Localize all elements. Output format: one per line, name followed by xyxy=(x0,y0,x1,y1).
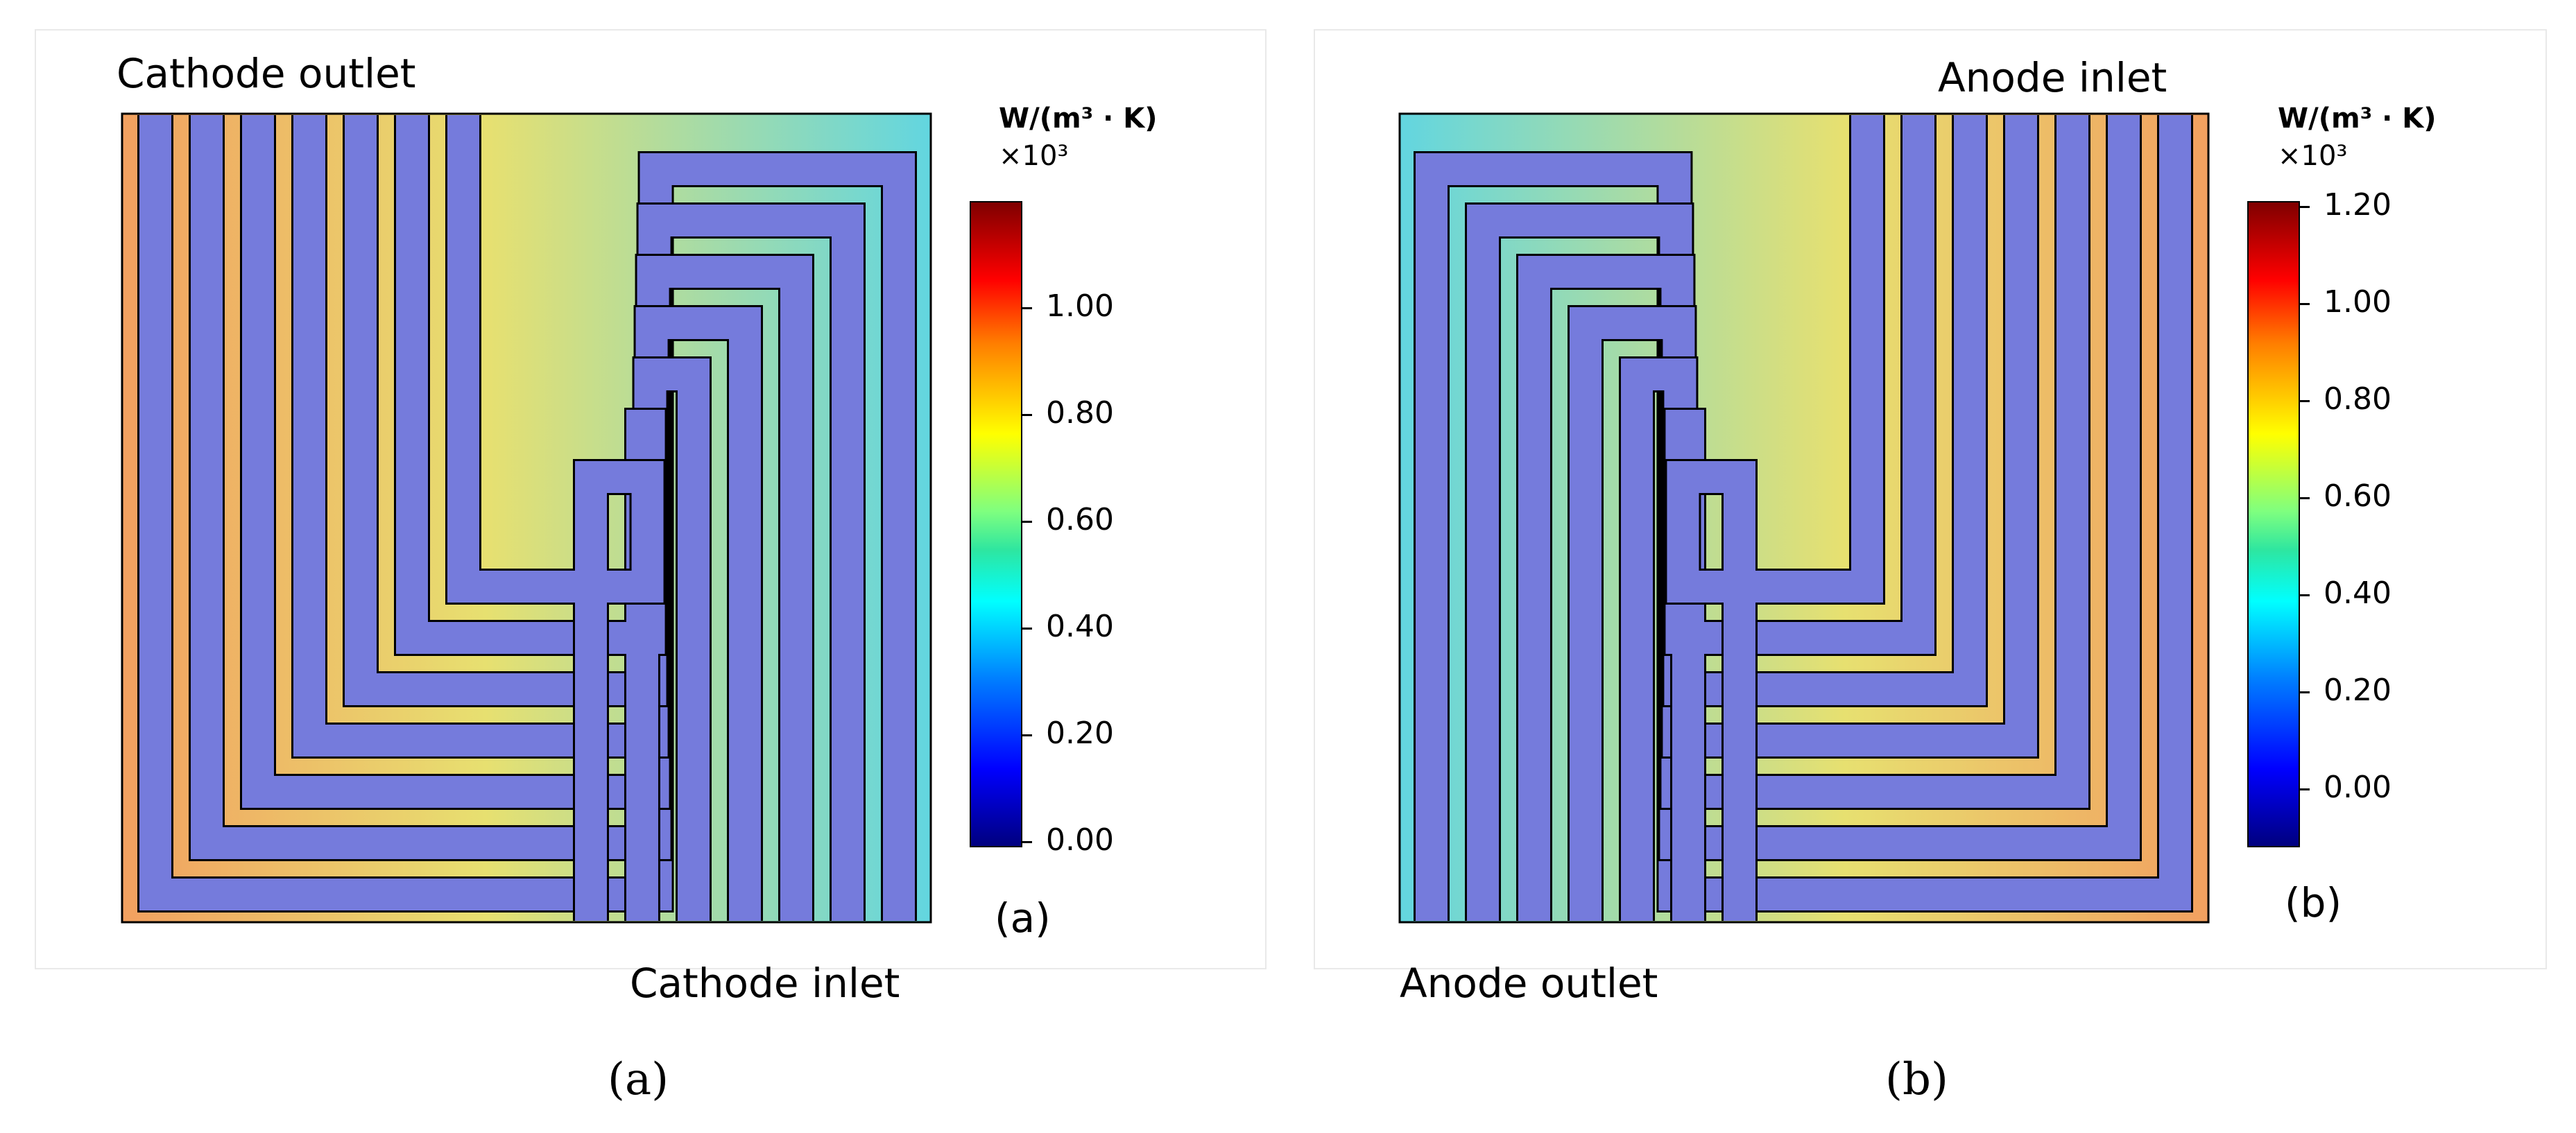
colorbar-tick-label-a: 0.40 xyxy=(1046,609,1114,644)
colorbar-tick-label-b: 0.20 xyxy=(2324,673,2392,708)
colorbar-tick-label-a: 0.80 xyxy=(1046,395,1114,431)
anode-inlet-label: Anode inlet xyxy=(1938,54,2167,101)
colorbar-tick-label-a: 0.20 xyxy=(1046,716,1114,751)
panel-a-inner-label: (a) xyxy=(995,894,1051,942)
colorbar-tick-label-b: 1.00 xyxy=(2324,284,2392,320)
colorbar-tick-a xyxy=(1022,414,1032,416)
colorbar-tick-label-a: 0.60 xyxy=(1046,502,1114,537)
caption-a: (a) xyxy=(608,1054,669,1105)
caption-b: (b) xyxy=(1885,1054,1948,1105)
panel-a: Cathode outlet Cathode inlet W/(m³ · K) … xyxy=(0,0,1276,1007)
colorbar-multiplier-a: ×10³ xyxy=(999,140,1069,172)
colorbar-tick-label-b: 0.40 xyxy=(2324,576,2392,611)
colorbar-unit-a: W/(m³ · K) xyxy=(999,103,1158,135)
colorbar-tick-b xyxy=(2300,206,2310,208)
colorbar-a xyxy=(970,201,1022,847)
colorbar-tick-b xyxy=(2300,594,2310,596)
panel-a-frame xyxy=(35,29,1266,969)
flow-field-map-b xyxy=(1398,112,2210,924)
colorbar-tick-label-a: 0.00 xyxy=(1046,822,1114,858)
cathode-inlet-label: Cathode inlet xyxy=(630,960,900,1007)
colorbar-tick-a xyxy=(1022,307,1032,309)
colorbar-b xyxy=(2247,201,2300,847)
colorbar-tick-a xyxy=(1022,841,1032,843)
colorbar-unit-b: W/(m³ · K) xyxy=(2278,103,2437,135)
panel-b: Anode inlet Anode outlet W/(m³ · K) ×10³… xyxy=(1300,0,2576,1007)
colorbar-tick-b xyxy=(2300,691,2310,693)
colorbar-tick-label-b: 0.60 xyxy=(2324,478,2392,514)
colorbar-tick-label-b: 0.80 xyxy=(2324,381,2392,417)
colorbar-tick-b xyxy=(2300,497,2310,499)
colorbar-tick-a xyxy=(1022,734,1032,736)
colorbar-tick-b xyxy=(2300,788,2310,790)
cathode-outlet-label: Cathode outlet xyxy=(117,50,416,97)
flow-channel xyxy=(1667,115,1883,921)
colorbar-tick-a xyxy=(1022,628,1032,630)
flow-channel xyxy=(447,115,664,921)
colorbar-multiplier-b: ×10³ xyxy=(2278,140,2348,172)
colorbar-tick-label-b: 0.00 xyxy=(2324,770,2392,805)
colorbar-tick-b xyxy=(2300,400,2310,402)
panel-b-frame xyxy=(1314,29,2547,969)
panel-b-inner-label: (b) xyxy=(2285,879,2342,926)
colorbar-tick-b xyxy=(2300,303,2310,305)
colorbar-tick-a xyxy=(1022,521,1032,523)
anode-outlet-label: Anode outlet xyxy=(1400,960,1658,1007)
flow-field-map-a xyxy=(121,112,932,924)
colorbar-tick-label-a: 1.00 xyxy=(1046,288,1114,324)
colorbar-tick-label-b: 1.20 xyxy=(2324,187,2392,223)
